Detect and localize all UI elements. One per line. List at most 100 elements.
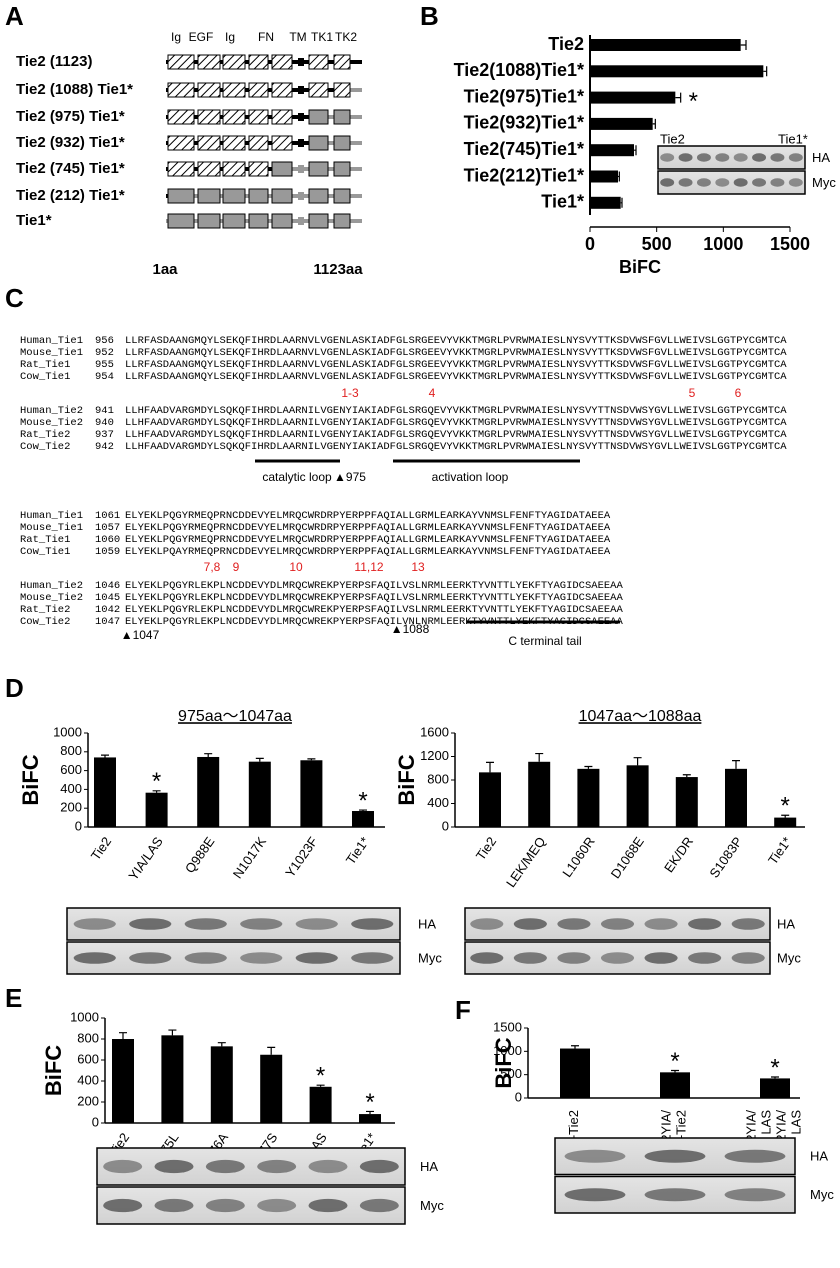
blot-band xyxy=(660,153,675,162)
blot-band xyxy=(308,1159,348,1174)
domain-box xyxy=(333,54,351,70)
error-bar xyxy=(571,1045,579,1049)
y-tick-label: 1600 xyxy=(420,724,449,739)
domain-box xyxy=(308,213,329,229)
blot-band xyxy=(513,918,547,930)
domain-label: TK2 xyxy=(335,30,357,44)
domain-box xyxy=(197,213,221,229)
species-name: Rat_Tie1 xyxy=(20,359,70,371)
blot-band xyxy=(205,1198,245,1213)
domain-box xyxy=(167,109,195,125)
blot-label: HA xyxy=(418,916,436,931)
error-bar xyxy=(682,774,691,778)
blot-band xyxy=(660,178,675,187)
y-tick-label: 1000 xyxy=(493,1043,522,1058)
x-tick-label: Tie1* xyxy=(765,834,794,867)
blot-band xyxy=(308,1198,348,1213)
domain-box xyxy=(197,135,221,151)
blot-band xyxy=(154,1159,194,1174)
domain-box xyxy=(308,54,329,70)
construct-name: Tie1* xyxy=(16,212,52,229)
domain-box xyxy=(308,109,329,125)
significance-mark: * xyxy=(316,1063,325,1090)
domain-box xyxy=(167,188,195,204)
error-bar xyxy=(255,757,264,762)
panel-letter: D xyxy=(5,673,24,703)
bar xyxy=(300,760,323,827)
error-bar xyxy=(359,809,367,812)
blot-strip xyxy=(657,145,806,170)
domain-box xyxy=(271,109,293,125)
chart-title: 1047aa～1088aa xyxy=(579,708,702,725)
sequence: ELYEKLPQGYRLEKPLNCDDEVYDLMRQCWREKPYERPSF… xyxy=(125,580,623,592)
blot-band xyxy=(103,1159,143,1174)
error-bar xyxy=(316,1084,325,1087)
residue-number: 942 xyxy=(95,441,114,453)
domain-box xyxy=(167,213,195,229)
blot-band xyxy=(731,918,765,930)
blot-band xyxy=(470,918,504,930)
domain-box xyxy=(248,188,269,204)
error-bar xyxy=(119,1032,127,1039)
domain-box xyxy=(248,82,269,98)
x-tick-label: 0 xyxy=(585,234,595,254)
domain-box xyxy=(308,135,329,151)
region-label: ▲1047 xyxy=(121,628,160,642)
site-number: 1-3 xyxy=(341,386,359,400)
residue-number: 954 xyxy=(95,371,114,383)
bar xyxy=(479,772,501,827)
error-bar xyxy=(267,1046,276,1055)
x-tick-label: Tie2 xyxy=(473,834,500,863)
residue-number: 1042 xyxy=(95,604,120,616)
error-bar xyxy=(486,761,494,773)
bar xyxy=(774,817,797,827)
bar xyxy=(725,768,747,827)
category-label: Tie2(212)Tie1* xyxy=(464,165,584,185)
sequence: LLHFAADVARGMDYLSQKQFIHRDLAARNILVGENYIAKI… xyxy=(125,441,787,453)
x-tick-label: Y1023F xyxy=(282,834,320,880)
bar xyxy=(94,757,116,827)
blot-band xyxy=(184,918,227,930)
significance-mark: * xyxy=(152,768,161,795)
y-tick-label: 600 xyxy=(60,762,82,777)
y-tick-label: 400 xyxy=(427,795,449,810)
tm-box xyxy=(298,86,304,94)
blot-band xyxy=(240,952,283,964)
y-tick-label: 1000 xyxy=(53,724,82,739)
category-label: Tie2 xyxy=(548,34,584,54)
domain-box xyxy=(197,82,221,98)
domain-label: EGF xyxy=(189,30,214,44)
site-number: 11,12 xyxy=(354,560,383,574)
error-bar xyxy=(152,790,161,793)
species-name: Mouse_Tie1 xyxy=(20,522,83,534)
domain-box xyxy=(333,161,351,177)
blot-band xyxy=(470,952,504,964)
site-number: 7,8 xyxy=(204,560,221,574)
domain-label: TM xyxy=(289,30,306,44)
tm-box xyxy=(298,192,304,200)
blot-band xyxy=(678,153,693,162)
construct-name: Tie2 (745) Tie1* xyxy=(16,160,125,177)
blot-label: Myc xyxy=(810,1187,834,1202)
sequence: ELYEKLPQGYRLEKPLNCDDEVYDLMRQCWREKPYERPSF… xyxy=(125,592,623,604)
bar xyxy=(248,761,271,827)
region-label: ▲975 xyxy=(334,470,366,484)
residue-number: 937 xyxy=(95,429,114,441)
x-tick-label: D1068E xyxy=(608,834,647,881)
residue-number: 1046 xyxy=(95,580,120,592)
sequence: ELYEKLPQAYRMEQPRNCDDEVYELMRQCWRDRPYERPPF… xyxy=(125,546,611,558)
domain-box xyxy=(333,188,351,204)
error-bar xyxy=(204,753,213,757)
y-axis-title: BiFC xyxy=(394,754,419,805)
domain-box xyxy=(271,213,293,229)
domain-box xyxy=(333,109,351,125)
x-tick-label: 500 xyxy=(642,234,672,254)
y-tick-label: 0 xyxy=(515,1089,522,1104)
domain-box xyxy=(308,188,329,204)
species-name: Rat_Tie1 xyxy=(20,534,70,546)
y-tick-label: 500 xyxy=(500,1066,522,1081)
residue-number: 955 xyxy=(95,359,114,371)
y-axis-title: BiFC xyxy=(491,1037,516,1088)
significance-mark: * xyxy=(689,88,698,115)
